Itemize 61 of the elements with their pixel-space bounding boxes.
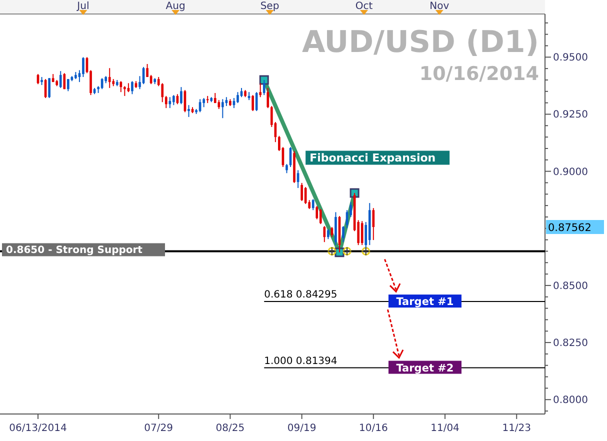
candlestick [372,208,375,241]
candlestick [327,228,330,240]
candlestick [221,98,224,119]
text: 0.87562 [548,222,592,234]
candlestick [259,82,262,98]
candlestick [316,206,318,220]
candlestick [319,208,322,225]
y-tick-label: 0.9250 [553,110,588,121]
candlestick [180,86,182,105]
y-tick-label: 0.8500 [553,280,588,292]
candlestick [252,94,254,112]
x-tick-label: 11/04 [430,423,460,434]
candlestick [63,72,66,90]
candlestick [164,95,168,109]
candlestick [262,79,266,96]
text: Jul [76,1,90,12]
candlestick [342,226,344,243]
ref-line-label: 0.618 0.84295 [264,290,338,301]
candlestick [108,68,111,88]
text: Aug [166,1,186,12]
y-tick-label: 0.8000 [553,395,588,406]
text: 10/16/2014 [419,63,539,85]
candlestick [59,70,62,88]
candlestick [188,104,190,118]
ref-line-label: 1.000 0.81394 [264,356,338,367]
candlestick [172,94,175,106]
candlestick [266,87,270,109]
candlestick [255,92,258,112]
x-tick-label: 08/25 [216,423,245,434]
chart-title: AUD/USD (D1) [302,25,539,60]
candlestick [168,96,172,109]
candlestick [131,80,134,95]
ref-line-label: 0.8650 - Strong Support [6,245,143,256]
annotation: Target #1 [396,296,454,308]
candlestick [300,182,303,202]
candlestick [323,226,326,243]
candlestick [202,98,205,108]
text: Oct [355,1,373,12]
x-tick-label: 06/13/2014 [9,423,67,434]
candlestick [312,198,314,211]
text: Nov [430,1,450,12]
candlestick [236,92,239,104]
x-tick-label: 10/16 [358,423,388,434]
candlestick [124,86,126,96]
text: Sep [260,1,280,12]
candlestick [120,80,122,93]
candlestick [66,78,70,92]
candlestick [286,164,288,174]
x-tick-label: 11/23 [502,423,532,434]
y-tick-label: 0.9500 [553,52,588,64]
y-tick-label: 0.8250 [553,338,588,350]
candlestick [360,220,364,246]
x-tick-label: 09/19 [287,423,316,434]
annotation: Target #2 [396,362,454,374]
point [350,188,360,198]
annotation: Fibonacci Expansion [310,152,436,165]
y-tick-label: 0.9000 [553,166,588,178]
x-tick-label: 07/29 [144,423,174,434]
candlestick [161,82,164,103]
candlestick [48,78,50,99]
candlestick [82,56,84,78]
